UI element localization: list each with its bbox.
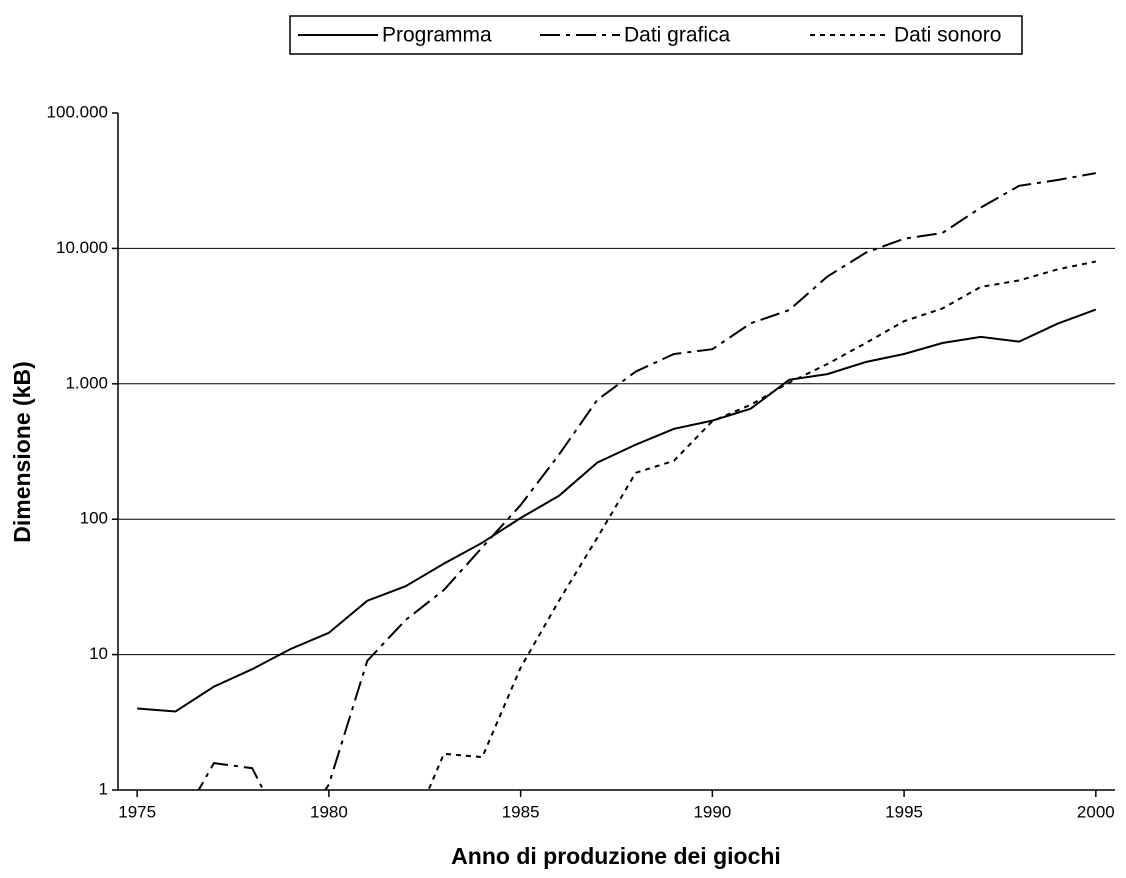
series-line [427,260,1097,790]
y-axis-title: Dimensione (kB) [9,361,35,542]
series-line [137,308,1097,713]
y-tick-label: 100.000 [47,102,108,121]
legend-label: Dati grafica [624,24,731,47]
y-tick-label: 100 [80,509,108,528]
legend-label: Programma [382,24,492,47]
x-tick-label: 2000 [1077,802,1115,821]
plot-area [137,172,1097,790]
x-axis-title: Anno di produzione dei giochi [451,843,781,869]
y-tick-label: 1.000 [65,373,108,392]
x-tick-label: 1985 [502,802,540,821]
series-line [197,172,1096,790]
x-tick-label: 1995 [885,802,923,821]
x-tick-label: 1975 [118,802,156,821]
y-tick-label: 10 [89,644,108,663]
x-tick-label: 1980 [310,802,348,821]
x-tick-label: 1990 [693,802,731,821]
y-tick-label: 10.000 [56,238,108,257]
y-tick-label: 1 [99,779,108,798]
legend-box [289,15,1023,55]
legend-label: Dati sonoro [894,24,1001,47]
